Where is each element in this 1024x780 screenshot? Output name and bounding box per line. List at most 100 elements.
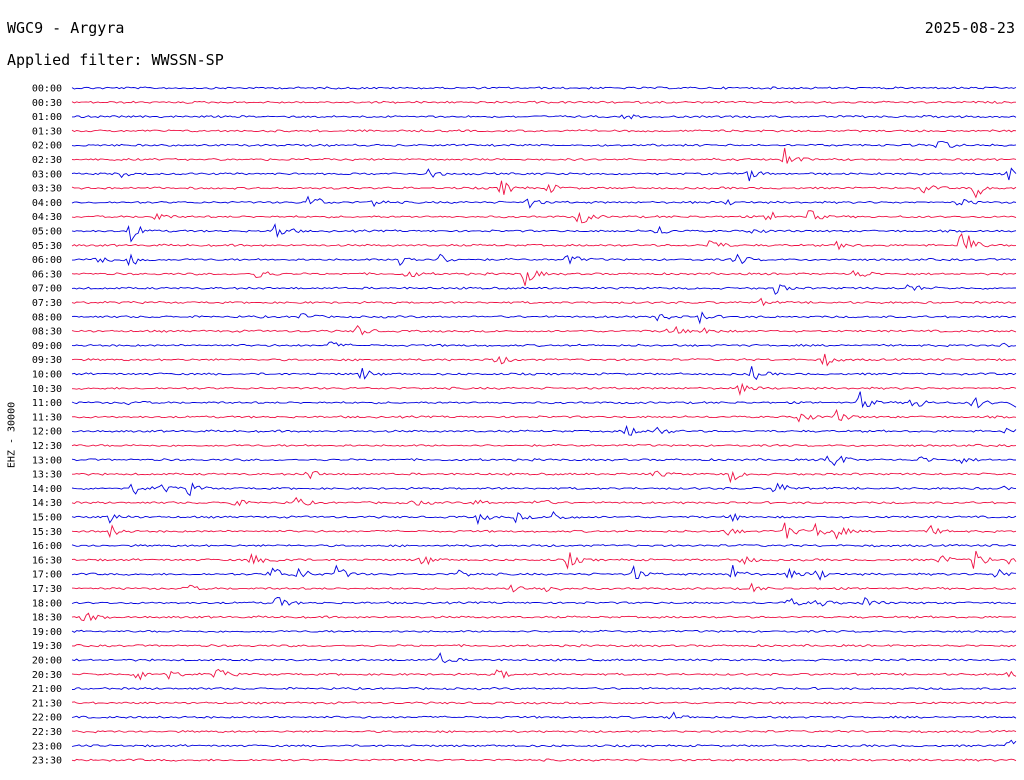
row-time-label: 09:00	[32, 341, 62, 352]
seismic-trace	[72, 114, 1017, 120]
seismic-trace	[71, 223, 1017, 243]
row-time-label: 23:00	[32, 741, 62, 752]
seismic-trace	[71, 100, 1016, 104]
seismic-trace	[71, 544, 1017, 548]
row-time-label: 16:00	[32, 541, 62, 552]
row-time-label: 16:30	[32, 555, 62, 566]
row-time-label: 01:30	[32, 126, 62, 137]
helicorder-plot: 00:00 00:30 01:00 01:30 02:00 02:30 03:00 03:30…	[32, 84, 1017, 767]
row-time-label: 21:00	[32, 684, 62, 695]
seismic-trace	[71, 550, 1017, 570]
row-time-label: 02:30	[32, 155, 62, 166]
seismic-trace	[71, 522, 1017, 540]
seismic-trace	[71, 391, 1017, 409]
seismic-trace	[71, 511, 1017, 526]
row-time-label: 12:30	[32, 441, 62, 452]
seismic-trace	[71, 129, 1017, 133]
row-time-label: 09:30	[32, 355, 62, 366]
seismic-trace	[71, 711, 1017, 720]
seismic-trace	[71, 612, 1017, 622]
row-time-label: 04:30	[32, 212, 62, 223]
seismic-trace	[71, 324, 1017, 336]
seismic-trace	[71, 496, 1017, 507]
seismic-trace	[71, 455, 1016, 467]
row-time-label: 18:30	[32, 613, 62, 624]
row-time-label: 22:00	[32, 713, 62, 724]
row-time-label: 22:30	[32, 727, 62, 738]
seismic-trace	[71, 382, 1017, 396]
row-time-label: 15:00	[32, 513, 62, 524]
row-time-label: 20:00	[32, 656, 62, 667]
row-time-label: 17:00	[32, 570, 62, 581]
seismic-trace	[71, 424, 1017, 436]
row-time-label: 11:00	[32, 398, 62, 409]
row-time-label: 13:00	[32, 455, 62, 466]
row-time-label: 02:00	[32, 141, 62, 152]
row-time-label: 10:00	[32, 370, 62, 381]
seismic-trace	[71, 297, 1017, 307]
row-time-label: 23:30	[32, 756, 62, 767]
row-time-label: 18:00	[32, 598, 62, 609]
seismic-trace	[71, 232, 1017, 251]
seismic-trace	[71, 596, 1017, 607]
seismic-trace	[71, 366, 1017, 381]
row-time-label: 00:30	[32, 98, 62, 109]
row-time-label: 05:00	[32, 227, 62, 238]
row-time-label: 14:30	[32, 498, 62, 509]
row-time-label: 10:30	[32, 384, 62, 395]
seismic-trace	[71, 564, 1017, 581]
seismic-trace	[71, 86, 1017, 90]
row-time-label: 08:30	[32, 327, 62, 338]
seismic-trace	[71, 284, 1016, 295]
row-time-label: 04:00	[32, 198, 62, 209]
seismic-trace	[71, 739, 1017, 748]
seismic-trace	[71, 195, 1017, 209]
seismic-trace	[71, 443, 1017, 448]
seismic-trace	[71, 729, 1017, 734]
row-time-label: 21:30	[32, 698, 62, 709]
row-time-label: 17:30	[32, 584, 62, 595]
seismic-trace	[71, 408, 1017, 423]
seismic-trace	[71, 701, 1017, 705]
seismic-trace	[71, 167, 1017, 182]
filter-label: Applied filter: WWSSN-SP	[7, 51, 224, 69]
seismic-trace	[71, 210, 1017, 224]
row-time-label: 07:30	[32, 298, 62, 309]
seismic-trace	[71, 758, 1017, 762]
row-time-label: 07:00	[32, 284, 62, 295]
row-time-label: 11:30	[32, 412, 62, 423]
row-time-label: 05:30	[32, 241, 62, 252]
seismic-trace	[71, 147, 1017, 164]
row-time-label: 00:00	[32, 84, 62, 95]
seismic-trace	[71, 270, 1017, 286]
seismic-trace	[71, 629, 1017, 633]
row-time-label: 15:30	[32, 527, 62, 538]
seismic-trace	[71, 141, 1017, 149]
seismic-trace	[71, 353, 1017, 367]
row-time-label: 01:00	[32, 112, 62, 123]
seismic-trace	[71, 311, 1017, 325]
seismic-trace	[71, 341, 1017, 348]
seismic-trace	[71, 482, 1017, 497]
row-time-label: 06:00	[32, 255, 62, 266]
row-time-label: 08:00	[32, 312, 62, 323]
row-time-label: 03:00	[32, 169, 62, 180]
seismic-trace	[71, 582, 1017, 593]
row-time-label: 14:00	[32, 484, 62, 495]
date-label: 2025-08-23	[924, 19, 1015, 37]
row-time-label: 19:30	[32, 641, 62, 652]
seismic-trace	[72, 253, 1017, 267]
row-time-label: 03:30	[32, 184, 62, 195]
seismic-trace	[72, 470, 1017, 484]
seismic-trace	[71, 643, 1017, 648]
row-time-label: 20:30	[32, 670, 62, 681]
row-time-label: 12:00	[32, 427, 62, 438]
seismic-trace	[71, 668, 1017, 681]
row-time-label: 19:00	[32, 627, 62, 638]
row-time-label: 06:30	[32, 269, 62, 280]
seismic-trace	[71, 180, 1017, 199]
seismic-trace	[71, 652, 1017, 664]
row-time-label: 13:30	[32, 470, 62, 481]
seismic-trace	[71, 686, 1017, 691]
station-title: WGC9 - Argyra	[7, 19, 125, 37]
